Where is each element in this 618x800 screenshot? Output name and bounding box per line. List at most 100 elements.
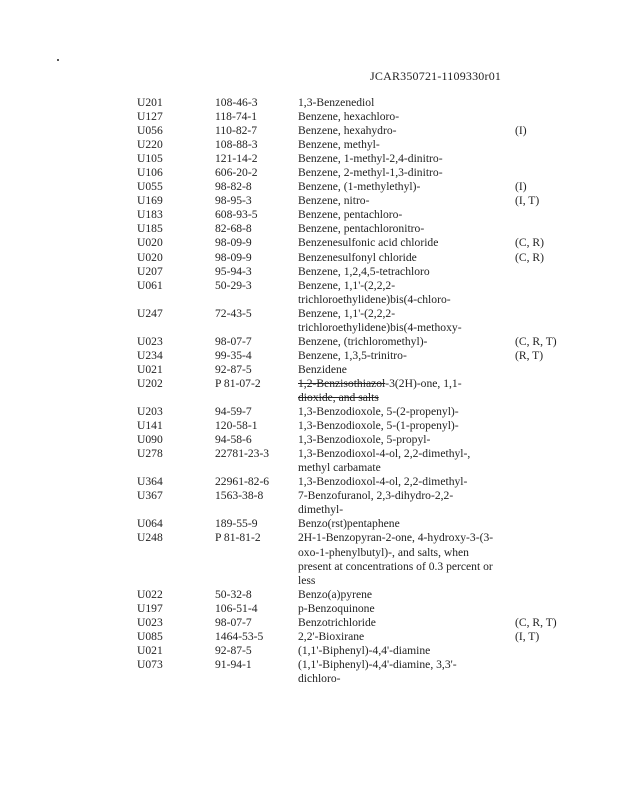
hazard-code: (C, R) xyxy=(515,236,544,250)
table-row: U203 94-59-7 1,3-Benzodioxole, 5-(2-propen… xyxy=(0,405,618,419)
substance-name-line: Benzo(a)pyrene xyxy=(298,587,373,601)
cas-number: 94-58-6 xyxy=(215,433,252,447)
table-row: U055 98-82-8 Benzene, (1-methylethyl)- (I) xyxy=(0,180,618,194)
waste-code: U064 xyxy=(137,517,163,531)
substance-name: Benzene, 1,1'-(2,2,2- trichloroethylidene… xyxy=(298,307,513,335)
table-row: U367 1563-38-8 7-Benzofuranol, 2,3-dihydro… xyxy=(0,489,618,517)
table-row: U141 120-58-1 1,3-Benzodioxole, 5-(1-prope… xyxy=(0,419,618,433)
cas-number: 121-14-2 xyxy=(215,152,258,166)
waste-code: U185 xyxy=(137,222,163,236)
struck-text: 1,2-Benzisothiazol xyxy=(298,376,386,390)
cas-number: 98-95-3 xyxy=(215,194,252,208)
substance-name: Benzo(a)pyrene xyxy=(298,588,513,602)
table-row: U202 P 81-07-2 1,2-Benzisothiazol-3(2H)-on… xyxy=(0,377,618,405)
waste-code: U234 xyxy=(137,348,163,362)
table-row: U247 72-43-5 Benzene, 1,1'-(2,2,2- trichlor… xyxy=(0,307,618,335)
table-row: U023 98-07-7 Benzotrichloride (C, R, T) xyxy=(0,616,618,630)
substance-name: (1,1'-Biphenyl)-4,4'-diamine, 3,3'- dichl… xyxy=(298,658,513,686)
substance-name: Benzene, 1,2,4,5-tetrachloro xyxy=(298,265,513,279)
substance-name: Benzene, pentachloronitro- xyxy=(298,222,513,236)
cas-number: 1563-38-8 xyxy=(215,489,264,503)
table-row: U248 P 81-81-2 2H-1-Benzopyran-2-one, 4-hy… xyxy=(0,531,618,587)
waste-code: U090 xyxy=(137,433,163,447)
waste-code: U127 xyxy=(137,110,163,124)
substance-name: p-Benzoquinone xyxy=(298,602,513,616)
waste-code: U183 xyxy=(137,208,163,222)
substance-name: Benzenesulfonyl chloride xyxy=(298,251,513,265)
substance-name: Benzene, (1-methylethyl)- xyxy=(298,180,513,194)
table-row: U022 50-32-8 Benzo(a)pyrene xyxy=(0,588,618,602)
waste-code: U248 xyxy=(137,531,163,545)
hazard-code: (R, T) xyxy=(515,348,544,362)
substance-name: 1,3-Benzodioxole, 5-propyl- xyxy=(298,433,513,447)
waste-code: U085 xyxy=(137,629,163,643)
waste-code: U023 xyxy=(137,334,163,348)
waste-code: U278 xyxy=(137,447,163,461)
substance-name-line: 1,3-Benzodioxol-4-ol, 2,2-dimethyl- xyxy=(298,475,468,489)
substance-name-line: Benzenesulfonyl chloride xyxy=(298,250,417,264)
table-row: U020 98-09-9 Benzenesulfonyl chloride (C, R… xyxy=(0,251,618,265)
substance-name: Benzene, (trichloromethyl)- xyxy=(298,335,513,349)
cas-number: 108-88-3 xyxy=(215,138,258,152)
substance-name-line: 7-Benzofuranol, 2,3-dihydro-2,2- xyxy=(298,489,454,503)
substance-name-line: oxo-1-phenylbutyl)-, and salts, when xyxy=(298,545,469,559)
table-row: U185 82-68-8 Benzene, pentachloronitro- xyxy=(0,222,618,236)
substance-name-line: methyl carbamate xyxy=(298,461,381,475)
cas-number: 94-59-7 xyxy=(215,405,252,419)
substance-name: Benzene, 1,3,5-trinitro- xyxy=(298,349,513,363)
substance-name: Benzene, hexachloro- xyxy=(298,110,513,124)
hazard-code: (I) xyxy=(515,124,527,138)
cas-number: 22961-82-6 xyxy=(215,475,270,489)
substance-name-line: 1,3-Benzodioxol-4-ol, 2,2-dimethyl-, xyxy=(298,447,471,461)
cas-number: 106-51-4 xyxy=(215,601,258,615)
scan-speck xyxy=(57,59,59,61)
waste-code: U105 xyxy=(137,152,163,166)
waste-code: U056 xyxy=(137,124,163,138)
cas-number: 1464-53-5 xyxy=(215,629,264,643)
substance-name-line: dichloro- xyxy=(298,671,341,685)
substance-name: Benzene, 2-methyl-1,3-dinitro- xyxy=(298,166,513,180)
substance-name: 1,3-Benzodioxol-4-ol, 2,2-dimethyl- xyxy=(298,475,513,489)
cas-number: 72-43-5 xyxy=(215,306,252,320)
cas-number: 189-55-9 xyxy=(215,517,258,531)
substance-name-line: trichloroethylidene)bis(4-methoxy- xyxy=(298,320,462,334)
table-row: U105 121-14-2 Benzene, 1-methyl-2,4-dinitr… xyxy=(0,152,618,166)
cas-number: 92-87-5 xyxy=(215,362,252,376)
substance-name-line: Benzenesulfonic acid chloride xyxy=(298,236,439,250)
waste-code: U247 xyxy=(137,306,163,320)
waste-code: U021 xyxy=(137,362,163,376)
cas-number: 118-74-1 xyxy=(215,110,258,124)
substance-name-line: Benzene, 1,3,5-trinitro- xyxy=(298,348,407,362)
cas-number: 95-94-3 xyxy=(215,264,252,278)
substance-name: 2,2'-Bioxirane xyxy=(298,630,513,644)
table-row: U201 108-46-3 1,3-Benzenediol xyxy=(0,96,618,110)
substance-name-line: Benzene, 1,1'-(2,2,2- xyxy=(298,278,396,292)
substance-name-line: 1,3-Benzodioxole, 5-(1-propenyl)- xyxy=(298,419,459,433)
cas-number: 608-93-5 xyxy=(215,208,258,222)
table-row: U278 22781-23-3 1,3-Benzodioxol-4-ol, 2,2-… xyxy=(0,447,618,475)
substance-name: 1,3-Benzodioxole, 5-(1-propenyl)- xyxy=(298,419,513,433)
table-row: U169 98-95-3 Benzene, nitro- (I, T) xyxy=(0,194,618,208)
cas-number: 108-46-3 xyxy=(215,96,258,109)
waste-code: U022 xyxy=(137,587,163,601)
waste-code: U141 xyxy=(137,419,163,433)
substance-name: Benzene, pentachloro- xyxy=(298,208,513,222)
substance-name-line: Benzene, pentachloronitro- xyxy=(298,222,425,236)
table-row: U197 106-51-4 p-Benzoquinone xyxy=(0,602,618,616)
substance-name: Benzo(rst)pentaphene xyxy=(298,517,513,531)
substance-name: 7-Benzofuranol, 2,3-dihydro-2,2- dimethyl… xyxy=(298,489,513,517)
waste-code: U073 xyxy=(137,657,163,671)
cas-number: 120-58-1 xyxy=(215,419,258,433)
waste-code: U220 xyxy=(137,138,163,152)
waste-code: U207 xyxy=(137,264,163,278)
substance-name-line: 1,3-Benzodioxole, 5-(2-propenyl)- xyxy=(298,405,459,419)
hazard-code: (I) xyxy=(515,180,527,194)
substance-name: Benzenesulfonic acid chloride xyxy=(298,236,513,250)
waste-code: U367 xyxy=(137,489,163,503)
table-row: U220 108-88-3 Benzene, methyl- xyxy=(0,138,618,152)
cas-number: 50-29-3 xyxy=(215,278,252,292)
substance-name-line: dioxide, and salts xyxy=(298,390,379,404)
table-row: U234 99-35-4 Benzene, 1,3,5-trinitro- (R, T… xyxy=(0,349,618,363)
substance-name-line: Benzidene xyxy=(298,362,347,376)
substance-name-line: Benzene, nitro- xyxy=(298,194,370,208)
